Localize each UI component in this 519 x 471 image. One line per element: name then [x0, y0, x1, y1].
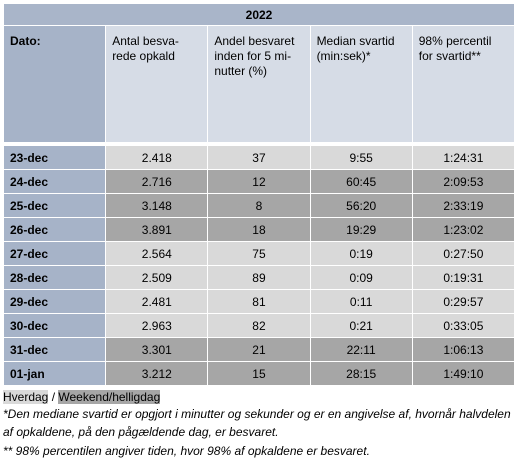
value-cell: 2:09:53 — [411, 169, 516, 194]
value-cell: 0:29:57 — [411, 289, 516, 314]
legend-weekend: Weekend/helligdag — [58, 390, 161, 404]
data-row: 24-dec 2.716 12 60:45 2:09:53 — [2, 169, 516, 194]
value-cell: 0:27:50 — [411, 241, 516, 266]
value-cell: 3.891 — [105, 217, 209, 242]
column-header: Dato: — [2, 25, 107, 143]
value-cell: 19:29 — [309, 217, 413, 242]
footnote: ** 98% percentilen angiver tiden, hvor 9… — [3, 444, 370, 458]
value-cell: 2:33:19 — [411, 193, 516, 218]
value-cell: 0:33:05 — [411, 313, 516, 338]
value-cell: 0:19:31 — [411, 265, 516, 290]
header-row: Dato: Antal besva- rede opkald Andel besva… — [2, 25, 516, 143]
value-cell: 1:06:13 — [411, 337, 516, 362]
data-row: 23-dec 2.418 37 9:55 1:24:31 — [2, 145, 516, 170]
value-cell: 3.148 — [105, 193, 209, 218]
date-cell: 30-dec — [2, 313, 107, 338]
value-cell: 89 — [207, 265, 311, 290]
value-cell: 2.481 — [105, 289, 209, 314]
date-cell: 29-dec — [2, 289, 107, 314]
value-cell: 1:23:02 — [411, 217, 516, 242]
value-cell: 3.212 — [105, 361, 209, 386]
value-cell: 1:49:10 — [411, 361, 516, 386]
value-cell: 0:09 — [309, 265, 413, 290]
date-cell: 24-dec — [2, 169, 107, 194]
date-cell: 25-dec — [2, 193, 107, 218]
data-row: 31-dec 3.301 21 22:11 1:06:13 — [2, 337, 516, 362]
value-cell: 2.716 — [105, 169, 209, 194]
value-cell: 60:45 — [309, 169, 413, 194]
table: 2022 Dato: Antal besva- rede opkald Andel b… — [2, 3, 516, 386]
legend: Hverdag / Weekend/helligdag — [3, 390, 515, 404]
column-header: Median svartid (min:sek)* — [309, 25, 413, 143]
value-cell: 2.418 — [105, 145, 209, 170]
data-row: 01-jan 3.212 15 28:15 1:49:10 — [2, 361, 516, 386]
data-row: 25-dec 3.148 8 56:20 2:33:19 — [2, 193, 516, 218]
data-row: 26-dec 3.891 18 19:29 1:23:02 — [2, 217, 516, 242]
date-cell: 28-dec — [2, 265, 107, 290]
value-cell: 15 — [207, 361, 311, 386]
value-cell: 2.509 — [105, 265, 209, 290]
year-header: 2022 — [3, 3, 515, 26]
footnotes: *Den mediane svartid er opgjort i minutt… — [3, 405, 515, 460]
data-row: 29-dec 2.481 81 0:11 0:29:57 — [2, 289, 516, 314]
column-header: Andel besvaret inden for 5 mi- nutter (%… — [207, 25, 311, 143]
value-cell: 1:24:31 — [411, 145, 516, 170]
value-cell: 28:15 — [309, 361, 413, 386]
date-cell: 26-dec — [2, 217, 107, 242]
value-cell: 2.564 — [105, 241, 209, 266]
gap-row — [3, 142, 515, 146]
data-row: 28-dec 2.509 89 0:09 0:19:31 — [2, 265, 516, 290]
value-cell: 0:19 — [309, 241, 413, 266]
footnote: *Den mediane svartid er opgjort i minutt… — [3, 407, 511, 439]
value-cell: 37 — [207, 145, 311, 170]
value-cell: 2.963 — [105, 313, 209, 338]
legend-separator: / — [51, 390, 56, 404]
date-cell: 31-dec — [2, 337, 107, 362]
value-cell: 82 — [207, 313, 311, 338]
content: 2022 Dato: Antal besva- rede opkald Andel b… — [2, 3, 516, 460]
value-cell: 18 — [207, 217, 311, 242]
date-cell: 01-jan — [2, 361, 107, 386]
value-cell: 3.301 — [105, 337, 209, 362]
value-cell: 8 — [207, 193, 311, 218]
value-cell: 21 — [207, 337, 311, 362]
data-row: 27-dec 2.564 75 0:19 0:27:50 — [2, 241, 516, 266]
gap — [3, 142, 515, 146]
column-header: 98% percentil for svartid** — [411, 25, 516, 143]
value-cell: 12 — [207, 169, 311, 194]
value-cell: 0:11 — [309, 289, 413, 314]
date-cell: 23-dec — [2, 145, 107, 170]
value-cell: 81 — [207, 289, 311, 314]
data-row: 30-dec 2.963 82 0:21 0:33:05 — [2, 313, 516, 338]
value-cell: 9:55 — [309, 145, 413, 170]
year-row: 2022 — [3, 3, 515, 26]
column-header: Antal besva- rede opkald — [105, 25, 209, 143]
date-cell: 27-dec — [2, 241, 107, 266]
value-cell: 56:20 — [309, 193, 413, 218]
value-cell: 0:21 — [309, 313, 413, 338]
legend-weekday: Hverdag — [3, 390, 49, 404]
value-cell: 22:11 — [309, 337, 413, 362]
value-cell: 75 — [207, 241, 311, 266]
